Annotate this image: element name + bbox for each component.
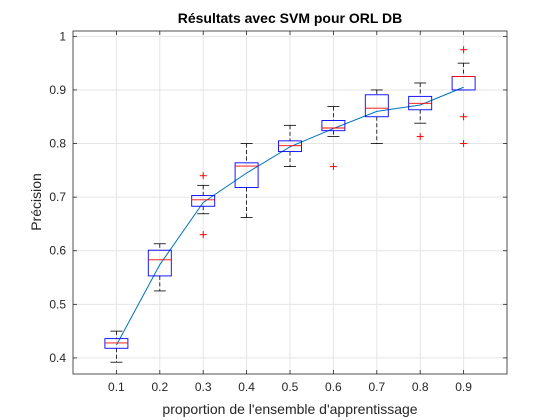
x-tick-label: 0.1 — [108, 380, 125, 394]
outlier-marker — [199, 172, 207, 180]
outlier-marker — [460, 113, 468, 121]
mean-line-path — [115, 86, 464, 346]
outlier-marker — [329, 163, 337, 171]
chart-title: Résultats avec SVM pour ORL DB — [178, 10, 403, 26]
y-tick-label: 0.7 — [49, 190, 66, 204]
box-body — [321, 120, 346, 132]
box-body — [191, 195, 216, 207]
box-0.4 — [234, 143, 259, 218]
x-tick-label: 0.2 — [151, 380, 168, 394]
x-tick-label: 0.6 — [325, 380, 342, 394]
x-tick-label: 0.4 — [238, 380, 255, 394]
x-tick-label: 0.5 — [282, 380, 299, 394]
outlier-marker — [416, 133, 424, 141]
outlier-marker — [460, 46, 468, 54]
boxes — [104, 46, 476, 363]
box-0.6 — [321, 106, 346, 171]
y-tick-label: 0.6 — [49, 244, 66, 258]
box-body — [147, 249, 172, 277]
mean-line — [115, 86, 464, 346]
box-0.8 — [408, 82, 433, 141]
grid — [73, 31, 507, 374]
box-0.7 — [364, 89, 389, 144]
y-tick-label: 0.4 — [49, 351, 66, 365]
box-body — [234, 162, 259, 188]
x-tick-label: 0.9 — [455, 380, 472, 394]
box-0.3 — [191, 172, 216, 239]
box-0.5 — [278, 124, 302, 167]
y-tick-label: 0.5 — [49, 297, 66, 311]
box-body — [364, 94, 389, 118]
x-axis: 0.1 0.2 0.3 0.4 0.5 0.6 0.7 0.8 0.9 — [108, 31, 472, 394]
box-0.1 — [104, 330, 129, 363]
y-axis: 0.4 0.5 0.6 0.7 0.8 0.9 1 — [49, 29, 507, 365]
y-tick-label: 0.9 — [49, 83, 66, 97]
outlier-marker — [460, 140, 468, 148]
box-body — [104, 338, 129, 349]
outlier-marker — [199, 231, 207, 239]
y-tick-label: 1 — [59, 29, 66, 43]
x-tick-label: 0.8 — [412, 380, 429, 394]
x-axis-label: proportion de l'ensemble d'apprentissage — [162, 401, 417, 417]
x-tick-label: 0.3 — [195, 380, 212, 394]
box-0.9 — [451, 46, 476, 148]
x-tick-label: 0.7 — [368, 380, 385, 394]
y-tick-label: 0.8 — [49, 137, 66, 151]
box-body — [278, 140, 302, 153]
box-0.2 — [147, 243, 172, 292]
y-axis-label: Précision — [28, 173, 44, 231]
